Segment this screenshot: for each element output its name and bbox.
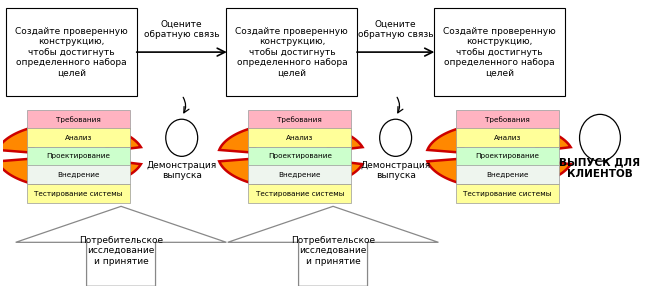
Text: Оцените
обратную связь: Оцените обратную связь <box>144 20 220 39</box>
FancyBboxPatch shape <box>27 147 129 166</box>
Text: Потребительское
исследование
и принятие: Потребительское исследование и принятие <box>79 236 163 265</box>
Text: Требования: Требования <box>485 116 530 123</box>
FancyBboxPatch shape <box>248 128 351 147</box>
Text: Потребительское
исследование
и принятие: Потребительское исследование и принятие <box>291 236 375 265</box>
FancyBboxPatch shape <box>456 110 559 129</box>
Text: Анализ: Анализ <box>494 135 521 141</box>
FancyBboxPatch shape <box>6 8 137 96</box>
FancyBboxPatch shape <box>434 8 565 96</box>
Ellipse shape <box>166 119 198 156</box>
Ellipse shape <box>380 119 411 156</box>
FancyBboxPatch shape <box>248 110 351 129</box>
Polygon shape <box>428 159 571 189</box>
Text: Анализ: Анализ <box>64 135 92 141</box>
FancyBboxPatch shape <box>27 128 129 147</box>
Text: Внедрение: Внедрение <box>57 172 99 178</box>
FancyBboxPatch shape <box>27 165 129 184</box>
FancyBboxPatch shape <box>456 184 559 203</box>
Text: Проектирование: Проектирование <box>268 153 332 159</box>
Text: Анализ: Анализ <box>286 135 313 141</box>
Text: Требования: Требования <box>278 116 322 123</box>
Ellipse shape <box>580 114 620 161</box>
FancyBboxPatch shape <box>456 128 559 147</box>
Polygon shape <box>0 159 141 189</box>
Text: Тестирование системы: Тестирование системы <box>34 191 122 197</box>
FancyBboxPatch shape <box>27 184 129 203</box>
Text: Тестирование системы: Тестирование системы <box>463 191 552 197</box>
Text: Тестирование системы: Тестирование системы <box>255 191 344 197</box>
Text: Создайте проверенную
конструкцию,
чтобы достигнуть
определенного набора
целей: Создайте проверенную конструкцию, чтобы … <box>443 27 556 77</box>
Polygon shape <box>428 123 571 152</box>
FancyBboxPatch shape <box>456 165 559 184</box>
Text: ВЫПУСК ДЛЯ
КЛИЕНТОВ: ВЫПУСК ДЛЯ КЛИЕНТОВ <box>560 157 640 179</box>
Text: Создайте проверенную
конструкцию,
чтобы достигнуть
определенного набора
целей: Создайте проверенную конструкцию, чтобы … <box>235 27 348 77</box>
Text: Проектирование: Проектирование <box>475 153 540 159</box>
FancyBboxPatch shape <box>248 184 351 203</box>
FancyBboxPatch shape <box>456 147 559 166</box>
Text: Внедрение: Внедрение <box>279 172 321 178</box>
Polygon shape <box>0 123 141 152</box>
Text: Требования: Требования <box>56 116 101 123</box>
Polygon shape <box>219 123 363 152</box>
FancyBboxPatch shape <box>226 8 358 96</box>
FancyBboxPatch shape <box>248 147 351 166</box>
Text: Демонстрация
выпуска: Демонстрация выпуска <box>147 161 217 180</box>
Text: Внедрение: Внедрение <box>486 172 528 178</box>
Text: Демонстрация
выпуска: Демонстрация выпуска <box>361 161 431 180</box>
FancyBboxPatch shape <box>27 110 129 129</box>
Text: Создайте проверенную
конструкцию,
чтобы достигнуть
определенного набора
целей: Создайте проверенную конструкцию, чтобы … <box>15 27 128 77</box>
Text: Оцените
обратную связь: Оцените обратную связь <box>358 20 434 39</box>
Polygon shape <box>219 159 363 189</box>
Text: Проектирование: Проектирование <box>46 153 110 159</box>
FancyBboxPatch shape <box>248 165 351 184</box>
